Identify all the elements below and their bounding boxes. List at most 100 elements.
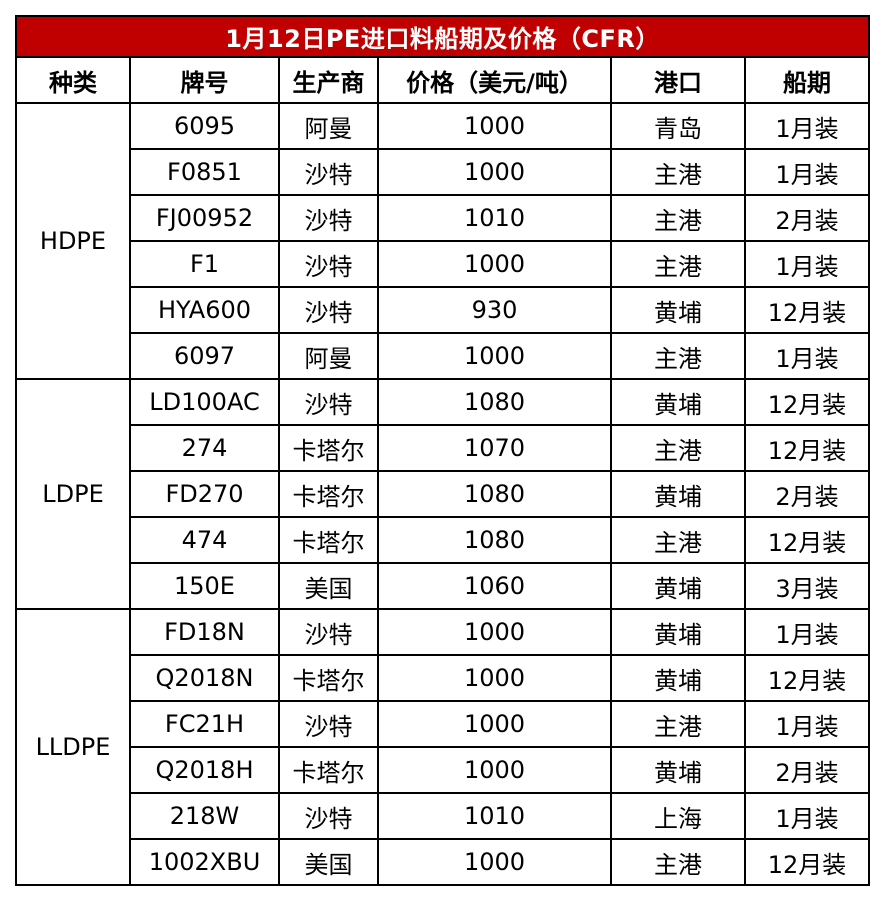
shipment-cell: 12月装 (743, 654, 871, 702)
port-cell: 主港 (610, 700, 746, 748)
grade-cell: Q2018N (129, 654, 280, 702)
table-row: F0851 沙特 1000 主港 1月装 (16, 148, 871, 196)
grade-cell: FD18N (129, 608, 280, 656)
header-price: 价格（美元/吨） (377, 56, 612, 104)
table-row: 274 卡塔尔 1070 主港 12月装 (16, 424, 871, 472)
price-cell: 1070 (377, 424, 612, 472)
table-row: FJ00952 沙特 1010 主港 2月装 (16, 194, 871, 242)
price-cell: 1080 (377, 378, 612, 426)
grade-cell: F1 (129, 240, 280, 288)
grade-cell: 6095 (129, 102, 280, 150)
port-cell: 黄埔 (610, 608, 746, 656)
grade-cell: 1002XBU (129, 838, 280, 886)
port-cell: 主港 (610, 516, 746, 564)
grade-cell: FD270 (129, 470, 280, 518)
grade-cell: FJ00952 (129, 194, 280, 242)
port-cell: 主港 (610, 838, 746, 886)
shipment-cell: 12月装 (743, 838, 871, 886)
grade-cell: Q2018H (129, 746, 280, 794)
port-cell: 青岛 (610, 102, 746, 150)
port-cell: 上海 (610, 792, 746, 840)
grade-cell: LD100AC (129, 378, 280, 426)
shipment-cell: 1月装 (743, 700, 871, 748)
table-row: 474 卡塔尔 1080 主港 12月装 (16, 516, 871, 564)
port-cell: 黄埔 (610, 746, 746, 794)
producer-cell: 沙特 (278, 792, 379, 840)
price-cell: 1000 (377, 838, 612, 886)
table-row: Q2018N 卡塔尔 1000 黄埔 12月装 (16, 654, 871, 702)
port-cell: 主港 (610, 148, 746, 196)
producer-cell: 美国 (278, 838, 379, 886)
producer-cell: 沙特 (278, 240, 379, 288)
price-cell: 1000 (377, 240, 612, 288)
grade-cell: 150E (129, 562, 280, 610)
table-row: LDPE LD100AC 沙特 1080 黄埔 12月装 (15, 378, 871, 610)
table-row: Q2018H 卡塔尔 1000 黄埔 2月装 (16, 746, 871, 794)
price-cell: 1000 (377, 332, 612, 380)
shipment-cell: 1月装 (743, 102, 871, 150)
port-cell: 主港 (610, 332, 746, 380)
table-row: LLDPE FD18N 沙特 1000 黄埔 1月装 (15, 608, 871, 886)
shipment-cell: 12月装 (743, 424, 871, 472)
port-cell: 黄埔 (610, 470, 746, 518)
producer-cell: 沙特 (278, 286, 379, 334)
producer-cell: 沙特 (278, 148, 379, 196)
shipment-cell: 1月装 (743, 792, 871, 840)
port-cell: 主港 (610, 240, 746, 288)
table-row: FC21H 沙特 1000 主港 1月装 (16, 700, 871, 748)
port-cell: 黄埔 (610, 562, 746, 610)
header-category: 种类 (15, 56, 131, 104)
table-row: HYA600 沙特 930 黄埔 12月装 (16, 286, 871, 334)
header-shipment: 船期 (743, 56, 871, 104)
shipment-cell: 12月装 (743, 286, 871, 334)
category-cell: LLDPE (15, 608, 131, 886)
category-cell: HDPE (15, 102, 131, 380)
price-cell: 1000 (377, 102, 612, 150)
producer-cell: 美国 (278, 562, 379, 610)
header-grade: 牌号 (129, 56, 280, 104)
title-row: 1月12日PE进口料船期及价格（CFR） (14, 15, 871, 58)
shipment-cell: 12月装 (743, 378, 871, 426)
pe-import-price-table: 1月12日PE进口料船期及价格（CFR） 种类 牌号 生产商 价格（美元/吨） … (14, 15, 871, 886)
price-cell: 1010 (377, 792, 612, 840)
shipment-cell: 1月装 (743, 240, 871, 288)
price-cell: 930 (377, 286, 612, 334)
producer-cell: 阿曼 (278, 332, 379, 380)
grade-cell: FC21H (129, 700, 280, 748)
table-row: 150E 美国 1060 黄埔 3月装 (16, 562, 871, 610)
grade-cell: 218W (129, 792, 280, 840)
table-row: FD270 卡塔尔 1080 黄埔 2月装 (16, 470, 871, 518)
shipment-cell: 1月装 (743, 608, 871, 656)
producer-cell: 卡塔尔 (278, 516, 379, 564)
price-cell: 1000 (377, 746, 612, 794)
header-row: 种类 牌号 生产商 价格（美元/吨） 港口 船期 (15, 56, 871, 104)
price-cell: 1060 (377, 562, 612, 610)
producer-cell: 沙特 (278, 700, 379, 748)
price-cell: 1010 (377, 194, 612, 242)
table-row: 218W 沙特 1010 上海 1月装 (16, 792, 871, 840)
producer-cell: 卡塔尔 (278, 424, 379, 472)
producer-cell: 沙特 (278, 378, 379, 426)
port-cell: 主港 (610, 424, 746, 472)
producer-cell: 卡塔尔 (278, 746, 379, 794)
grade-cell: HYA600 (129, 286, 280, 334)
shipment-cell: 2月装 (743, 470, 871, 518)
grade-cell: 474 (129, 516, 280, 564)
shipment-cell: 1月装 (743, 332, 871, 380)
port-cell: 黄埔 (610, 286, 746, 334)
shipment-cell: 2月装 (743, 746, 871, 794)
table-row: HDPE 6095 阿曼 1000 青岛 1月装 (15, 102, 871, 380)
grade-cell: 6097 (129, 332, 280, 380)
header-producer: 生产商 (278, 56, 379, 104)
price-cell: 1000 (377, 608, 612, 656)
producer-cell: 沙特 (278, 194, 379, 242)
table-title: 1月12日PE进口料船期及价格（CFR） (14, 15, 871, 58)
producer-cell: 卡塔尔 (278, 654, 379, 702)
shipment-cell: 2月装 (743, 194, 871, 242)
port-cell: 主港 (610, 194, 746, 242)
table-row: 6097 阿曼 1000 主港 1月装 (16, 332, 871, 380)
producer-cell: 卡塔尔 (278, 470, 379, 518)
header-port: 港口 (610, 56, 746, 104)
grade-cell: F0851 (129, 148, 280, 196)
category-cell: LDPE (15, 378, 131, 610)
